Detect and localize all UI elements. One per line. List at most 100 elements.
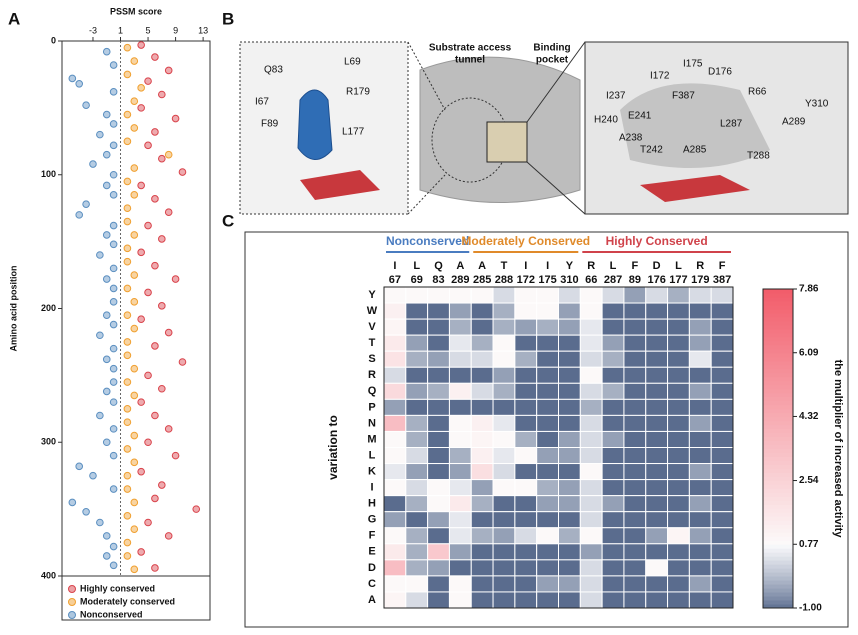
cell bbox=[383, 302, 407, 320]
colorbar-step bbox=[763, 324, 793, 330]
point bbox=[75, 80, 84, 88]
cell bbox=[448, 286, 472, 304]
point bbox=[158, 302, 166, 310]
cell bbox=[514, 495, 538, 513]
cell bbox=[536, 366, 559, 384]
cell bbox=[448, 302, 472, 320]
colorbar-step bbox=[763, 336, 793, 342]
point bbox=[137, 84, 145, 92]
colorbar-step bbox=[763, 600, 793, 605]
cell bbox=[579, 463, 603, 481]
cell bbox=[536, 463, 559, 481]
point bbox=[102, 275, 111, 283]
cell bbox=[405, 302, 429, 320]
point bbox=[151, 411, 159, 420]
cell bbox=[492, 286, 516, 304]
colorbar-step bbox=[763, 292, 793, 298]
point bbox=[158, 384, 166, 393]
cell bbox=[710, 302, 734, 320]
cell bbox=[623, 318, 647, 336]
cell bbox=[427, 575, 450, 593]
cell bbox=[645, 511, 669, 529]
cell bbox=[601, 366, 625, 384]
point bbox=[123, 418, 132, 426]
point bbox=[164, 150, 173, 159]
cell bbox=[514, 398, 538, 416]
cell bbox=[427, 511, 450, 529]
cell bbox=[383, 591, 407, 609]
cell bbox=[383, 334, 407, 352]
column-label: Y bbox=[566, 260, 574, 272]
column-label: 176 bbox=[647, 274, 665, 286]
cell bbox=[514, 350, 538, 368]
point bbox=[137, 315, 145, 324]
cell bbox=[448, 318, 472, 336]
cell bbox=[601, 575, 625, 593]
residue-label: L177 bbox=[342, 127, 365, 138]
cell bbox=[601, 559, 625, 577]
column-label: 310 bbox=[560, 274, 578, 286]
cell bbox=[492, 543, 516, 561]
point bbox=[102, 438, 111, 447]
point bbox=[109, 542, 118, 551]
cell bbox=[405, 382, 429, 400]
cell bbox=[448, 591, 472, 609]
cell bbox=[470, 559, 494, 577]
cell bbox=[623, 591, 647, 609]
point bbox=[75, 211, 84, 219]
y-axis-label: Amino acid position bbox=[8, 265, 18, 351]
cell bbox=[470, 543, 494, 561]
cell bbox=[383, 382, 407, 400]
cell bbox=[688, 591, 712, 609]
colorbar-tick-label: -1.00 bbox=[799, 603, 822, 614]
cell bbox=[492, 398, 516, 416]
cell bbox=[710, 286, 734, 304]
cell bbox=[579, 366, 603, 384]
point bbox=[137, 467, 145, 476]
cell bbox=[405, 591, 429, 609]
cell bbox=[470, 334, 494, 352]
row-label: D bbox=[368, 562, 376, 574]
colorbar-step bbox=[763, 356, 793, 362]
cell bbox=[427, 382, 450, 400]
column-label: I bbox=[546, 260, 549, 272]
column-label: F bbox=[719, 260, 726, 272]
point bbox=[109, 170, 118, 179]
cell bbox=[601, 350, 625, 368]
cell bbox=[514, 286, 538, 304]
cell bbox=[514, 382, 538, 400]
colorbar-step bbox=[763, 476, 793, 481]
tunnel-label: tunnel bbox=[455, 55, 485, 66]
column-label: F bbox=[631, 260, 638, 272]
cell bbox=[667, 591, 690, 609]
row-label: H bbox=[368, 498, 376, 510]
y-tick-label: 200 bbox=[41, 303, 56, 313]
point bbox=[144, 518, 152, 527]
cell bbox=[601, 463, 625, 481]
cell bbox=[427, 559, 450, 577]
cell bbox=[470, 575, 494, 593]
colorbar-step bbox=[763, 512, 793, 517]
column-label: 67 bbox=[389, 274, 401, 286]
point bbox=[144, 288, 152, 297]
cell bbox=[579, 318, 603, 336]
point bbox=[151, 195, 159, 203]
cell bbox=[514, 414, 538, 432]
point bbox=[109, 298, 118, 306]
cell bbox=[405, 559, 429, 577]
cell bbox=[558, 591, 581, 609]
cell bbox=[514, 591, 538, 609]
cell bbox=[448, 463, 472, 481]
cell bbox=[448, 447, 472, 465]
cell bbox=[710, 430, 734, 449]
cell bbox=[427, 302, 450, 320]
point bbox=[130, 124, 139, 132]
point bbox=[137, 104, 145, 112]
cell bbox=[536, 350, 559, 368]
cell bbox=[383, 414, 407, 432]
colorbar-step bbox=[763, 492, 793, 497]
point bbox=[171, 275, 180, 283]
column-label: 83 bbox=[432, 274, 444, 286]
cell bbox=[579, 495, 603, 513]
